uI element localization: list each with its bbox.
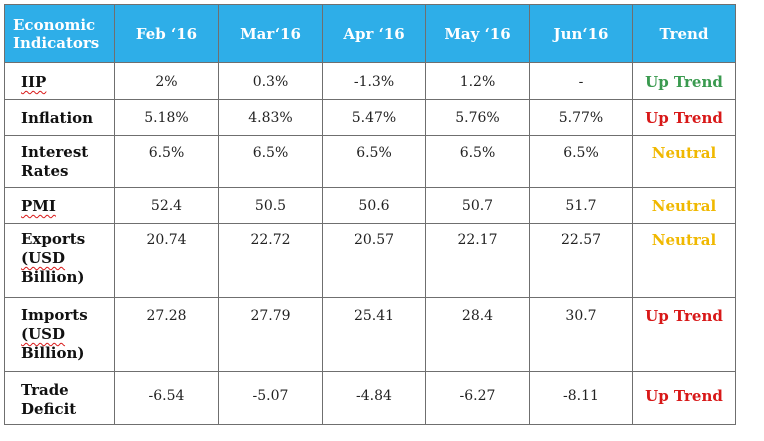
table-row-trade-deficit: Trade Deficit -6.54 -5.07 -4.84 -6.27 -8… (4, 371, 736, 425)
table-cell: 22.57 (529, 223, 633, 298)
row-label-text: IIP (21, 73, 47, 91)
trend-cell: Up Trend (632, 99, 736, 136)
table-row-exports: Exports (USD Billion) 20.74 22.72 20.57 … (4, 223, 736, 298)
row-label-exports: Exports (USD Billion) (4, 223, 115, 298)
table-cell: 0.3% (218, 62, 323, 100)
trend-cell: Up Trend (632, 297, 736, 372)
header-month-mar: Mar‘16 (218, 4, 323, 63)
table-cell: 2% (114, 62, 219, 100)
trend-cell: Up Trend (632, 371, 736, 425)
indicators-table-wrapper: Economic Indicators Feb ‘16 Mar‘16 Apr ‘… (4, 4, 736, 425)
row-label-iip: IIP (4, 62, 115, 100)
table-cell: 52.4 (114, 187, 219, 224)
row-label-line: Billion) (21, 268, 85, 286)
table-cell: 6.5% (218, 135, 323, 188)
row-label-pmi: PMI (4, 187, 115, 224)
trend-cell: Neutral (632, 135, 736, 188)
row-label-interest-rates: Interest Rates (4, 135, 115, 188)
table-cell: 28.4 (425, 297, 530, 372)
table-cell: 6.5% (322, 135, 426, 188)
header-trend: Trend (632, 4, 736, 63)
table-cell: 5.76% (425, 99, 530, 136)
row-label-line: (USD (21, 249, 66, 267)
header-month-jun: Jun‘16 (529, 4, 633, 63)
table-cell: 6.5% (425, 135, 530, 188)
table-cell: 5.77% (529, 99, 633, 136)
row-label-line: Interest (21, 143, 89, 161)
row-label-line: Exports (21, 230, 86, 248)
table-cell: -6.27 (425, 371, 530, 425)
table-cell: 5.18% (114, 99, 219, 136)
row-label-text: PMI (21, 197, 56, 215)
table-cell: -1.3% (322, 62, 426, 100)
trend-cell: Up Trend (632, 62, 736, 100)
table-cell: -6.54 (114, 371, 219, 425)
table-cell: 50.6 (322, 187, 426, 224)
table-cell: 30.7 (529, 297, 633, 372)
economic-indicators-table: Economic Indicators Feb ‘16 Mar‘16 Apr ‘… (4, 4, 736, 425)
table-cell: 27.79 (218, 297, 323, 372)
row-label-inflation: Inflation (4, 99, 115, 136)
table-cell: -5.07 (218, 371, 323, 425)
row-label-line: (USD (21, 325, 66, 343)
trend-cell: Neutral (632, 223, 736, 298)
table-cell: 6.5% (114, 135, 219, 188)
table-cell: 20.74 (114, 223, 219, 298)
table-cell: 50.7 (425, 187, 530, 224)
table-cell: - (529, 62, 633, 100)
row-label-line: Rates (21, 162, 69, 180)
table-row-iip: IIP 2% 0.3% -1.3% 1.2% - Up Trend (4, 62, 736, 100)
header-month-may: May ‘16 (425, 4, 530, 63)
row-label-line: Trade (21, 381, 69, 399)
table-cell: -4.84 (322, 371, 426, 425)
row-label-line: Billion) (21, 344, 85, 362)
table-cell: 25.41 (322, 297, 426, 372)
table-row-interest-rates: Interest Rates 6.5% 6.5% 6.5% 6.5% 6.5% … (4, 135, 736, 188)
table-row-inflation: Inflation 5.18% 4.83% 5.47% 5.76% 5.77% … (4, 99, 736, 136)
trend-cell: Neutral (632, 187, 736, 224)
table-cell: 20.57 (322, 223, 426, 298)
table-row-imports: Imports (USD Billion) 27.28 27.79 25.41 … (4, 297, 736, 372)
table-cell: 50.5 (218, 187, 323, 224)
table-cell: 6.5% (529, 135, 633, 188)
row-label-imports: Imports (USD Billion) (4, 297, 115, 372)
table-cell: 22.17 (425, 223, 530, 298)
header-month-feb: Feb ‘16 (114, 4, 219, 63)
header-row: Economic Indicators Feb ‘16 Mar‘16 Apr ‘… (4, 4, 736, 63)
table-cell: 27.28 (114, 297, 219, 372)
table-cell: 1.2% (425, 62, 530, 100)
header-month-apr: Apr ‘16 (322, 4, 426, 63)
table-cell: -8.11 (529, 371, 633, 425)
table-cell: 5.47% (322, 99, 426, 136)
row-label-trade-deficit: Trade Deficit (4, 371, 115, 425)
table-cell: 4.83% (218, 99, 323, 136)
row-label-line: Deficit (21, 400, 77, 418)
row-label-line: Imports (21, 306, 88, 324)
table-row-pmi: PMI 52.4 50.5 50.6 50.7 51.7 Neutral (4, 187, 736, 224)
table-cell: 22.72 (218, 223, 323, 298)
header-indicator: Economic Indicators (4, 4, 115, 63)
table-cell: 51.7 (529, 187, 633, 224)
